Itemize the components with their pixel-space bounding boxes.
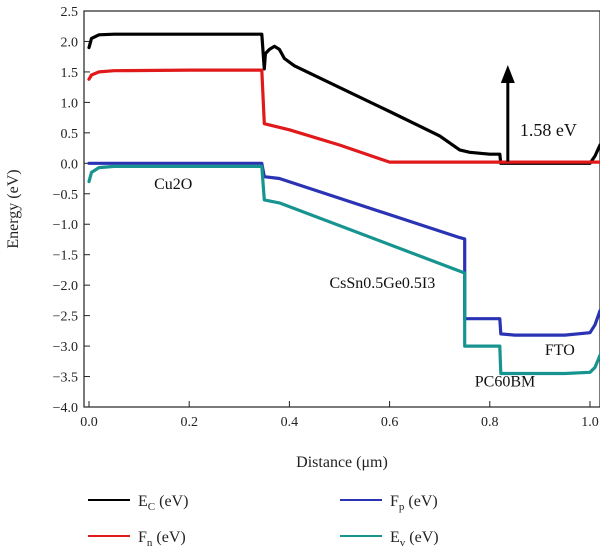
x-tick-label: 0.6 [381,415,399,430]
series-line-0 [87,32,600,165]
x-tick-label: 0.2 [180,415,198,430]
annotation-label: CsSn0.5Ge0.5I3 [329,275,435,292]
y-tick-label: 1.5 [61,66,79,81]
series-line-2 [87,161,600,337]
series-layer [87,32,600,376]
series-line-1 [87,68,600,164]
x-tick-label: 0.8 [481,415,499,430]
y-tick-label: −4.0 [53,401,78,416]
y-tick-label: −1.0 [53,218,78,233]
y-tick-label: 0.5 [61,127,79,142]
y-tick-label: 0.0 [61,157,79,172]
legend-label: EC (eV) [138,493,188,513]
y-tick-label: −2.0 [53,279,78,294]
series-line-3 [87,164,600,376]
x-axis-title: Distance (μm) [296,454,388,471]
annotation-label: 1.58 eV [520,120,577,140]
legend: EC (eV) Fp (eV) Fn (eV) Ev (eV) [88,493,439,549]
legend-label: Fp (eV) [390,493,438,513]
y-tick-label: −3.5 [53,371,78,386]
annotation-label: PC60BM [475,373,535,390]
annotation-layer: 1.58 eV Cu2O CsSn0.5Ge0.5I3 FTO PC60BM [154,65,577,390]
legend-label: Fn (eV) [138,529,186,549]
y-tick-label: −0.5 [53,188,78,203]
y-tick-label: 2.0 [61,35,79,50]
y-axis-title: Energy (eV) [5,169,22,248]
y-tick-label: −2.5 [53,310,78,325]
y-tick-label: −3.0 [53,340,78,355]
x-tick-label: 0.4 [281,415,299,430]
x-tick-label: 0.0 [80,415,98,430]
arrow-head [500,65,515,84]
annotation-label: Cu2O [154,176,192,193]
y-tick-label: 2.5 [61,5,79,20]
y-tick-label: −1.5 [53,249,78,264]
x-tick-label: 1.0 [581,415,599,430]
annotation-label: FTO [545,342,575,359]
legend-label: Ev (eV) [390,529,439,549]
axis-ticks: 2.5 2.0 1.5 1.0 0.5 0.0 −0.5 −1.0 −1.5 −2.0 −2.5 −3… [53,5,599,430]
plot-frame [83,10,600,408]
y-tick-label: 1.0 [61,96,79,111]
